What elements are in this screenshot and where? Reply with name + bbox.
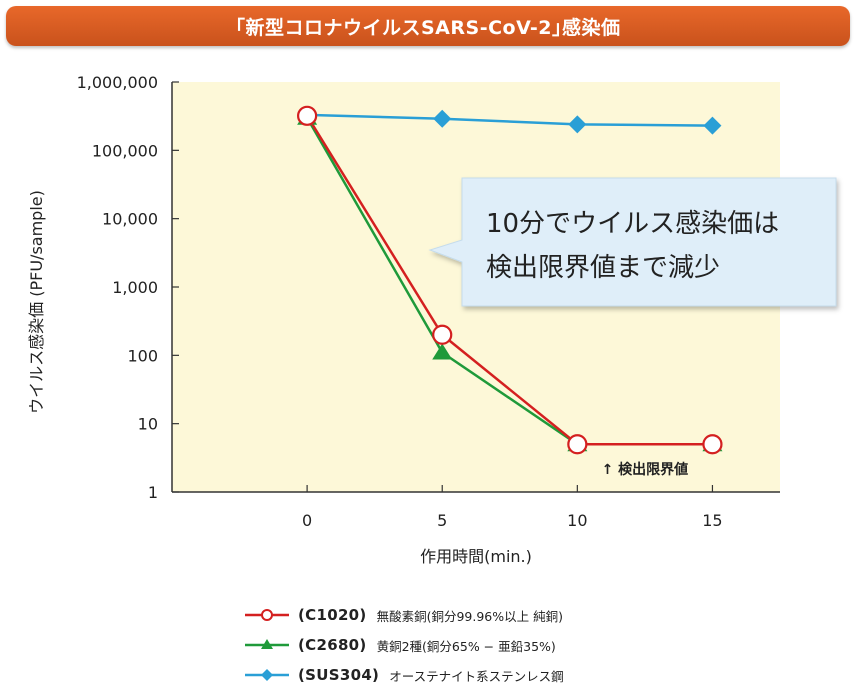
y-tick-label: 1,000,000 (77, 73, 158, 92)
legend-swatch-c2680 (245, 639, 289, 649)
legend: (C1020) 無酸素銅(銅分99.96%以上 純銅) (C2680) 黄銅2種… (244, 600, 664, 690)
legend-item-c2680: (C2680) 黄銅2種(銅分65% − 亜鉛35%) (244, 630, 664, 660)
legend-code-c1020: (C1020) (298, 606, 367, 624)
y-tick-label: 100 (127, 346, 158, 365)
legend-desc-c2680: 黄銅2種(銅分65% − 亜鉛35%) (376, 638, 556, 654)
data-point-c2680 (432, 343, 453, 360)
data-point-c1020 (297, 105, 318, 126)
y-tick-label: 10,000 (102, 210, 158, 229)
x-tick-label: 15 (702, 511, 722, 530)
series-line-sus304 (307, 113, 713, 127)
x-tick-label: 5 (437, 511, 447, 530)
y-axis-title: ウイルス感染価 (PFU/sample) (27, 190, 46, 414)
legend-item-c1020: (C1020) 無酸素銅(銅分99.96%以上 純銅) (244, 600, 664, 630)
callout-line-1: 10分でウイルス感染価は (486, 209, 779, 239)
data-point-c1020 (702, 434, 723, 455)
detection-limit-label: ↑ 検出限界値 (602, 461, 689, 478)
legend-code-c2680: (C2680) (298, 636, 367, 654)
legend-desc-c1020: 無酸素銅(銅分99.96%以上 純銅) (376, 608, 563, 624)
x-tick-label: 0 (302, 511, 312, 530)
callout-line-2: 検出限界値まで減少 (486, 253, 720, 283)
title-banner: ｢新型コロナウイルスSARS-CoV-2｣感染価 (6, 6, 850, 46)
legend-item-sus304: (SUS304) オーステナイト系ステンレス鋼 (244, 660, 664, 690)
data-point-c1020 (432, 324, 453, 345)
y-tick-label: 1,000 (112, 278, 158, 297)
y-tick-label: 100,000 (92, 141, 158, 160)
data-point-sus304 (433, 109, 452, 128)
x-axis-title: 作用時間(min.) (420, 547, 532, 566)
chart-area: 1 10 100 1,000 10,000 100,000 1,000,000 0 5 10 15 作… (27, 73, 837, 566)
legend-code-sus304: (SUS304) (298, 666, 380, 684)
legend-desc-sus304: オーステナイト系ステンレス鋼 (389, 668, 564, 684)
x-tick-label: 10 (567, 511, 587, 530)
callout-shape (428, 177, 837, 307)
legend-swatch-c1020 (245, 609, 289, 621)
legend-swatch-sus304 (245, 669, 289, 681)
y-tick-label: 1 (148, 483, 158, 502)
series-line-c1020 (306, 115, 713, 446)
data-point-sus304 (703, 116, 722, 135)
data-point-sus304 (568, 115, 587, 134)
y-tick-label: 10 (138, 415, 158, 434)
data-point-c1020 (567, 434, 588, 455)
chart-title: ｢新型コロナウイルスSARS-CoV-2｣感染価 (235, 16, 621, 39)
